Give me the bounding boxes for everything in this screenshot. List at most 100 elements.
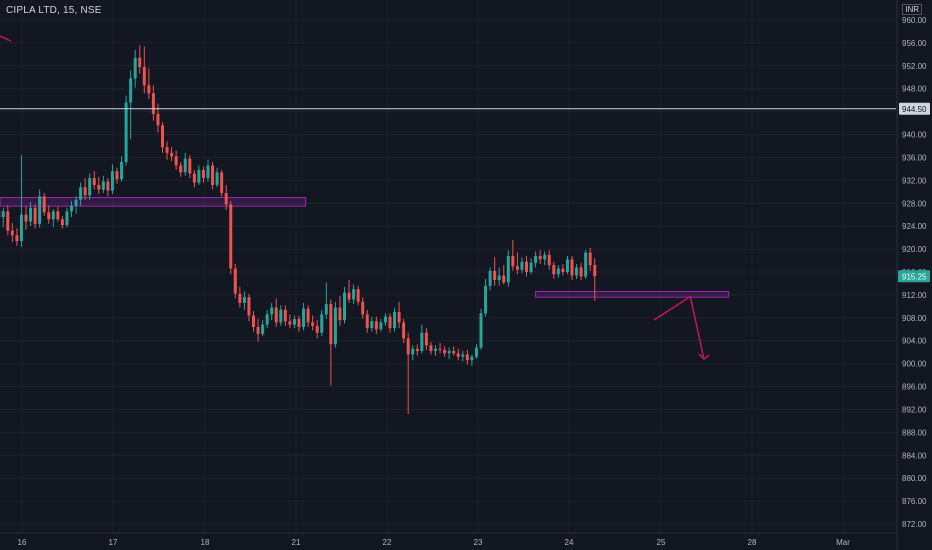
- candle-body: [561, 268, 565, 272]
- candle-body: [147, 85, 151, 94]
- candle-body: [238, 293, 242, 303]
- y-tick-label: 900.00: [902, 360, 927, 369]
- drawn-trend-stroke[interactable]: [0, 35, 12, 42]
- y-tick-label: 876.00: [902, 497, 927, 506]
- candle-body: [456, 353, 460, 357]
- candle-body: [402, 322, 406, 339]
- candle-body: [188, 158, 192, 174]
- candle-body: [474, 347, 478, 357]
- y-tick-label: 956.00: [902, 39, 927, 48]
- candle-body: [247, 297, 251, 316]
- candle-body: [374, 321, 378, 330]
- y-tick-label: 924.00: [902, 222, 927, 231]
- candle-body: [525, 261, 528, 272]
- y-tick-label: 884.00: [902, 451, 927, 460]
- candle-body: [283, 309, 287, 322]
- candle-body: [565, 259, 569, 272]
- candle-body: [406, 338, 410, 355]
- candle-body: [83, 187, 87, 196]
- y-tick-label: 888.00: [902, 428, 927, 437]
- time-axis[interactable]: 16 17 18 21 22 23 24 25 28 Mar: [0, 532, 897, 547]
- candle-body: [101, 181, 105, 190]
- candle-body: [343, 292, 346, 321]
- candle-body: [515, 266, 519, 270]
- candle-body: [302, 308, 306, 327]
- candle-body: [274, 307, 278, 323]
- candle-body: [324, 304, 328, 315]
- y-tick-label: 932.00: [902, 176, 927, 185]
- candle-body: [33, 207, 37, 224]
- y-tick-label: 940.00: [902, 131, 927, 140]
- candle-body: [252, 315, 255, 327]
- candle-body: [584, 252, 588, 277]
- candle-body: [201, 170, 205, 179]
- candle-body: [106, 181, 110, 191]
- candle-body: [261, 324, 265, 334]
- candle-body: [224, 192, 228, 205]
- candle-body: [333, 307, 337, 345]
- candle-body: [211, 165, 215, 185]
- candle-body: [411, 348, 415, 355]
- y-tick-label: 936.00: [902, 153, 927, 162]
- candle-body: [529, 262, 533, 272]
- candle-body: [133, 57, 137, 79]
- candle-body: [370, 321, 374, 329]
- x-tick-label: 17: [109, 538, 118, 547]
- y-tick-label: 896.00: [902, 383, 927, 392]
- candle-body: [493, 270, 497, 281]
- candle-body: [79, 187, 83, 200]
- candle-body: [183, 158, 187, 173]
- y-tick-label: 904.00: [902, 337, 927, 346]
- candle-body: [56, 211, 60, 220]
- candle-body: [156, 113, 160, 126]
- candle-body: [497, 275, 501, 281]
- candle-body: [47, 212, 51, 220]
- support-resistance-zone[interactable]: [535, 290, 730, 298]
- y-tick-label: 928.00: [902, 199, 927, 208]
- candle-body: [420, 332, 424, 352]
- candle-body: [438, 348, 442, 350]
- candle-body: [470, 356, 474, 361]
- currency-label[interactable]: INR: [902, 4, 922, 15]
- x-tick-label: 25: [657, 538, 666, 547]
- candle-body: [388, 316, 392, 329]
- drawn-arrow-path[interactable]: [653, 295, 705, 360]
- candle-body: [179, 165, 183, 173]
- candle-body: [434, 348, 437, 352]
- candle-body: [97, 184, 101, 190]
- horizontal-line-price-tag: [899, 102, 930, 115]
- y-tick-label: 960.00: [902, 16, 927, 25]
- candle-body: [174, 156, 178, 166]
- candle-body: [352, 289, 356, 300]
- candle-body: [447, 351, 451, 354]
- candle-body: [138, 57, 142, 67]
- candle-body: [19, 214, 23, 242]
- support-resistance-zone[interactable]: [0, 197, 307, 207]
- candle-body: [256, 326, 260, 334]
- candle-body: [465, 354, 469, 361]
- candle-body: [415, 348, 419, 352]
- candle-body: [579, 267, 583, 277]
- candle-body: [552, 265, 556, 275]
- candle-body: [170, 152, 174, 157]
- candle-body: [215, 172, 219, 185]
- candle-body: [543, 254, 547, 260]
- candle-body: [70, 205, 73, 212]
- x-tick-label: 18: [201, 538, 210, 547]
- candle-body: [265, 314, 269, 325]
- x-tick-label: 28: [748, 538, 757, 547]
- candle-body: [6, 211, 10, 231]
- candle-body: [479, 313, 483, 348]
- candle-body: [110, 171, 114, 191]
- candle-body: [197, 170, 201, 183]
- candle-body: [538, 255, 542, 260]
- y-tick-label: 920.00: [902, 245, 927, 254]
- arrow-head-icon: [698, 353, 710, 361]
- candle-body: [10, 230, 14, 236]
- candle-body: [292, 318, 296, 325]
- candle-body: [42, 196, 46, 213]
- candle-body: [547, 254, 551, 266]
- y-tick-label: 880.00: [902, 474, 927, 483]
- candle-body: [92, 178, 96, 185]
